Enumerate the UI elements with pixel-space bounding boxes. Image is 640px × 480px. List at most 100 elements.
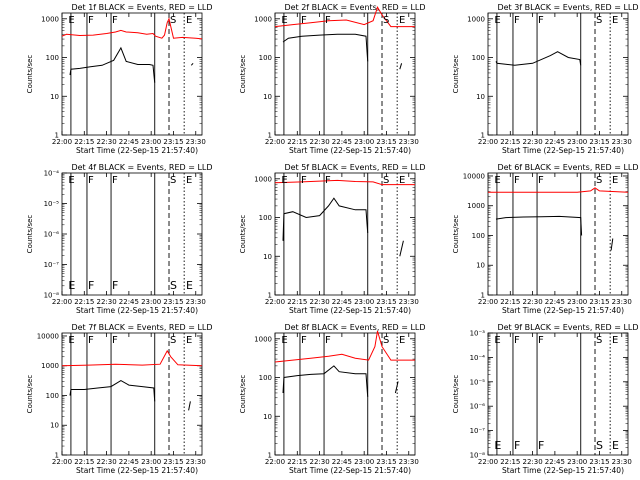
phase-letter: E [612,335,618,346]
x-tick-label: 23:15 [589,298,609,306]
x-tick-label: 22:00 [478,298,498,306]
phase-letter: E [399,175,405,186]
phase-letter-bottom: E [68,279,75,292]
phase-letter: F [538,15,544,26]
series-events [69,380,156,402]
x-tick-label: 23:00 [567,458,587,466]
panel-title: Det 1f BLACK = Events, RED = LLD [71,3,212,12]
series-events [282,365,369,397]
y-tick-label: 1000 [254,15,272,23]
plot-frame [61,12,203,136]
x-tick-label: 23:00 [354,298,374,306]
phase-letter: F [301,15,307,26]
phase-letter: F [301,335,307,346]
x-tick-label: 22:30 [522,138,542,146]
series-events [495,51,582,66]
y-tick-label: 100 [259,54,272,62]
phase-letter: F [88,15,94,26]
x-axis-label: Start Time (22-Sep-15 21:57:40) [76,466,198,475]
phase-letter-bottom: E [612,439,619,452]
x-tick-label: 22:00 [265,298,285,306]
y-tick-label: 10 [263,253,272,261]
x-tick-label: 23:00 [567,298,587,306]
x-axis-label: Start Time (22-Sep-15 21:57:40) [289,466,411,475]
plot-frame [274,172,416,296]
y-tick-label: 1 [55,132,59,140]
phase-letter: F [112,335,118,346]
y-tick-label: 1 [268,132,272,140]
phase-letter-bottom: S [170,279,177,292]
panel-7: Det 7f BLACK = Events, RED = LLD Start Ti… [26,323,213,475]
y-axis-label: Counts/sec [239,375,247,414]
x-tick-label: 22:30 [522,458,542,466]
panel-6: Det 6f BLACK = Events, RED = LLD Start Ti… [452,163,639,315]
x-axis-label: Start Time (22-Sep-15 21:57:40) [502,146,624,155]
x-tick-label: 23:30 [399,298,419,306]
y-axis-label: Counts/sec [26,215,34,254]
y-tick-label: 10000 [463,172,485,180]
plot-frame [487,172,629,296]
phase-letter: E [494,175,500,186]
y-tick-label: 10⁻⁶ [470,403,486,411]
y-tick-label: 10 [263,413,272,421]
y-tick-label: 100 [46,392,59,400]
phase-letter: E [68,175,74,186]
x-tick-label: 22:45 [119,458,139,466]
phase-letter: S [596,175,602,186]
y-tick-label: 10⁻⁵ [44,200,60,208]
x-tick-label: 23:30 [399,138,419,146]
x-axis-label: Start Time (22-Sep-15 21:57:40) [76,306,198,315]
phase-letter: E [281,175,287,186]
phase-letter: E [612,175,618,186]
y-tick-label: 1000 [254,175,272,183]
x-axis-label: Start Time (22-Sep-15 21:57:40) [76,146,198,155]
x-axis-label: Start Time (22-Sep-15 21:57:40) [289,146,411,155]
y-tick-label: 10⁻⁵ [470,378,486,386]
phase-letter-bottom: E [186,279,193,292]
panel-title: Det 3f BLACK = Events, RED = LLD [497,3,638,12]
phase-letter-bottom: E [494,439,501,452]
series-lld [61,349,203,367]
x-tick-label: 23:00 [567,138,587,146]
y-axis-label: Counts/sec [239,215,247,254]
phase-letter-bottom: F [88,279,94,292]
panel-9: Det 9f BLACK = Events, RED = LLD Start Ti… [452,323,639,475]
panel-title: Det 7f BLACK = Events, RED = LLD [71,323,212,332]
x-tick-label: 22:30 [96,458,116,466]
y-tick-label: 100 [472,232,485,240]
x-tick-label: 22:15 [287,298,307,306]
x-tick-label: 23:00 [354,458,374,466]
x-tick-label: 23:30 [186,458,206,466]
y-tick-label: 100 [259,374,272,382]
x-tick-label: 23:15 [163,458,183,466]
panel-title: Det 5f BLACK = Events, RED = LLD [284,163,425,172]
x-tick-label: 22:00 [265,458,285,466]
phase-letter-bottom: S [596,439,603,452]
plot-frame [487,12,629,136]
y-tick-label: 1 [55,452,59,460]
phase-letter: F [112,15,118,26]
phase-letter: S [383,335,389,346]
phase-letter: F [514,15,520,26]
panel-1: Det 1f BLACK = Events, RED = LLD Start Ti… [26,3,213,155]
plot-frame [61,332,203,456]
x-tick-label: 23:00 [141,138,161,146]
phase-letter: E [186,175,192,186]
phase-letter: E [68,15,74,26]
phase-letter: F [538,335,544,346]
x-tick-label: 22:45 [545,298,565,306]
x-tick-label: 23:00 [141,458,161,466]
series-events-segment [399,240,404,257]
x-tick-label: 23:15 [376,138,396,146]
panel-title: Det 2f BLACK = Events, RED = LLD [284,3,425,12]
y-tick-label: 10⁻⁸ [44,292,60,300]
phase-letter: F [88,175,94,186]
x-tick-label: 22:15 [74,138,94,146]
x-tick-label: 22:30 [309,298,329,306]
x-tick-label: 22:30 [522,298,542,306]
y-tick-label: 10⁻³ [470,330,486,338]
x-tick-label: 22:00 [478,458,498,466]
x-tick-label: 23:15 [163,138,183,146]
phase-letter: E [399,15,405,26]
